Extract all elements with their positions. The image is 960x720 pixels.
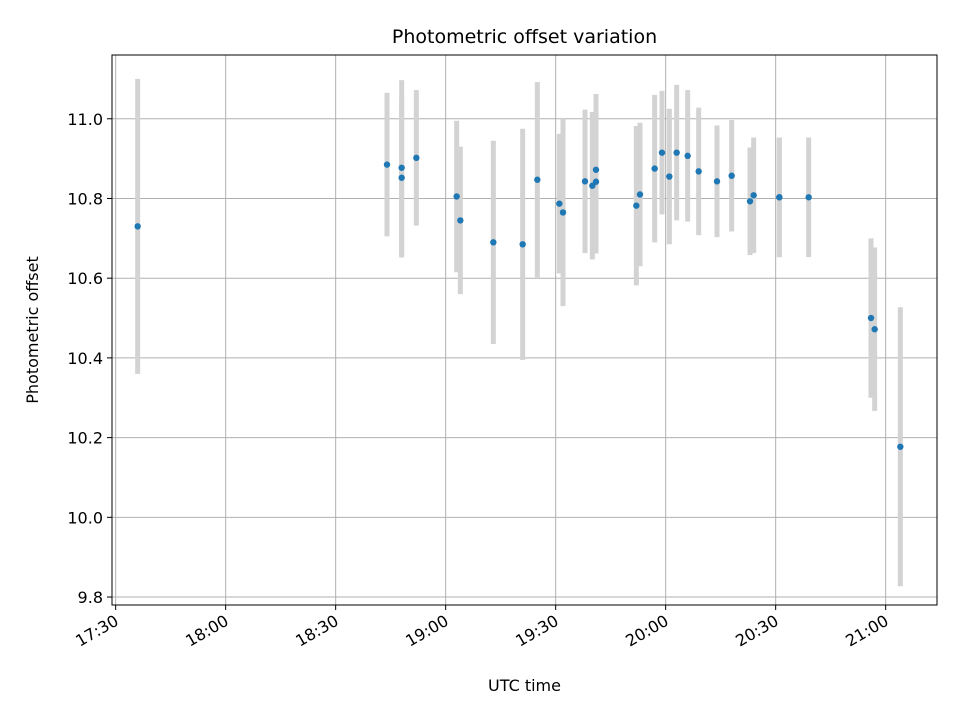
data-point: [453, 193, 460, 200]
data-point: [383, 161, 391, 168]
data-point: [776, 194, 783, 201]
y-tick-label: 10.2: [67, 429, 103, 448]
data-point: [651, 165, 658, 172]
y-axis-label: Photometric offset: [23, 256, 42, 404]
data-point: [398, 174, 405, 181]
chart-title: Photometric offset variation: [392, 26, 657, 48]
data-point: [592, 178, 600, 185]
data-point: [134, 223, 141, 230]
data-point: [519, 241, 526, 248]
data-point: [398, 164, 405, 171]
data-point: [592, 166, 600, 173]
data-point: [728, 172, 735, 179]
data-point: [658, 149, 666, 156]
plot-frame: [111, 54, 938, 606]
data-point: [534, 176, 541, 183]
y-axis-ticks: 9.8 10.0 10.2 10.4 10.6 10.8 11.0: [67, 110, 112, 607]
y-tick-label: 10.8: [67, 189, 103, 208]
data-point: [633, 202, 640, 209]
data-point: [897, 443, 904, 450]
data-point: [750, 192, 757, 199]
data-point: [457, 217, 464, 224]
data-point: [413, 154, 420, 162]
data-point: [490, 239, 497, 246]
data-point: [581, 178, 589, 185]
y-tick-label: 10.4: [67, 349, 103, 368]
y-tick-label: 11.0: [67, 110, 103, 129]
data-point: [666, 173, 673, 180]
y-tick-label: 10.0: [67, 508, 103, 527]
data-point: [695, 168, 702, 175]
data-point: [559, 209, 567, 216]
data-point: [556, 200, 563, 207]
y-tick-label: 10.6: [67, 269, 103, 288]
data-point: [713, 178, 721, 185]
data-points: [134, 149, 904, 450]
data-point: [636, 191, 644, 198]
data-point: [871, 326, 878, 333]
data-point: [684, 152, 691, 160]
x-axis-label: UTC time: [488, 676, 561, 695]
data-point: [673, 149, 680, 156]
data-point: [746, 198, 754, 205]
y-tick-label: 9.8: [78, 588, 103, 607]
data-point: [867, 314, 875, 322]
data-point: [805, 194, 812, 201]
